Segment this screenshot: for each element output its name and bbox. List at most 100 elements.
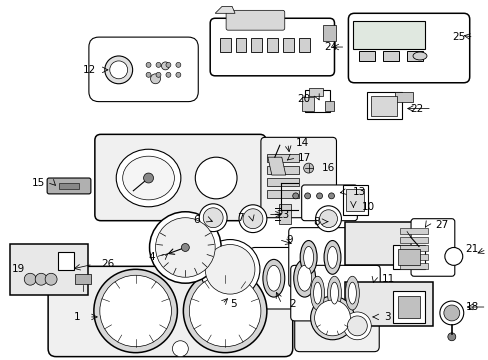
Circle shape [156, 72, 161, 77]
Circle shape [45, 273, 57, 285]
Circle shape [156, 62, 161, 67]
Text: 13: 13 [352, 187, 365, 197]
Text: 4: 4 [148, 252, 155, 262]
Bar [301, 96, 313, 111]
Text: 22: 22 [410, 104, 423, 113]
Bar [299, 38, 309, 52]
Text: 1: 1 [74, 312, 81, 322]
Ellipse shape [345, 276, 359, 310]
FancyBboxPatch shape [290, 265, 380, 321]
Text: 24: 24 [324, 42, 337, 52]
Ellipse shape [327, 276, 341, 310]
Bar [75, 274, 91, 284]
Bar [235, 38, 246, 52]
Text: 14: 14 [295, 138, 308, 148]
Text: 26: 26 [101, 259, 114, 269]
Circle shape [444, 247, 462, 265]
Bar [266, 166, 298, 174]
FancyBboxPatch shape [89, 37, 198, 102]
Bar [399, 237, 427, 243]
Bar [219, 38, 230, 52]
Bar [397, 249, 419, 265]
FancyBboxPatch shape [47, 178, 91, 194]
Bar [397, 296, 419, 318]
Circle shape [343, 312, 370, 340]
Circle shape [189, 275, 261, 347]
Ellipse shape [313, 282, 321, 304]
Circle shape [165, 72, 171, 77]
Bar [58, 252, 74, 270]
Circle shape [328, 193, 334, 199]
FancyBboxPatch shape [95, 134, 265, 221]
Circle shape [100, 275, 171, 347]
Bar [10, 243, 88, 295]
Circle shape [146, 62, 151, 67]
Bar [399, 255, 427, 260]
Circle shape [155, 218, 215, 277]
Circle shape [165, 62, 171, 67]
Circle shape [314, 300, 350, 336]
Ellipse shape [195, 157, 237, 199]
Text: 2: 2 [289, 299, 296, 309]
FancyBboxPatch shape [249, 247, 327, 309]
Ellipse shape [347, 282, 356, 304]
Ellipse shape [300, 240, 316, 274]
Bar [266, 190, 298, 198]
Circle shape [439, 301, 463, 325]
Text: 18: 18 [465, 302, 478, 312]
Bar [392, 291, 424, 323]
Text: 7: 7 [237, 213, 244, 223]
Circle shape [319, 210, 337, 228]
Ellipse shape [327, 247, 337, 268]
Ellipse shape [412, 52, 426, 60]
Bar [353, 21, 424, 49]
Circle shape [346, 316, 366, 336]
Circle shape [104, 56, 132, 84]
Bar [278, 204, 290, 224]
Ellipse shape [122, 156, 174, 200]
Text: 16: 16 [321, 163, 334, 173]
Circle shape [316, 193, 322, 199]
Text: 15: 15 [32, 178, 45, 188]
Circle shape [304, 193, 310, 199]
Ellipse shape [310, 276, 324, 310]
Text: 17: 17 [297, 153, 310, 163]
Bar [399, 264, 427, 269]
Bar [359, 51, 374, 61]
Circle shape [243, 209, 263, 229]
Circle shape [176, 62, 181, 67]
Circle shape [146, 72, 151, 77]
Bar [324, 100, 334, 111]
Bar [251, 38, 262, 52]
Circle shape [172, 341, 188, 357]
Bar [392, 246, 424, 269]
Bar [383, 51, 398, 61]
Circle shape [310, 296, 354, 340]
Bar [399, 228, 427, 234]
Circle shape [176, 72, 181, 77]
Circle shape [183, 269, 266, 353]
Circle shape [109, 61, 127, 79]
FancyBboxPatch shape [347, 13, 469, 83]
FancyBboxPatch shape [410, 219, 454, 276]
Circle shape [150, 74, 160, 84]
Bar [399, 246, 427, 251]
Text: 6: 6 [193, 215, 200, 225]
Text: 25: 25 [451, 32, 465, 42]
Bar [370, 96, 396, 116]
Circle shape [292, 193, 298, 199]
Bar [266, 154, 298, 162]
Ellipse shape [116, 149, 181, 207]
Ellipse shape [330, 282, 338, 304]
Circle shape [205, 244, 254, 294]
Circle shape [199, 204, 226, 231]
Text: 21: 21 [465, 244, 478, 255]
Polygon shape [267, 157, 285, 175]
Bar [345, 282, 432, 326]
Bar [59, 183, 79, 189]
Bar [308, 88, 322, 96]
Circle shape [35, 273, 47, 285]
Circle shape [161, 62, 169, 70]
Text: 3: 3 [384, 312, 390, 322]
Text: 20: 20 [297, 94, 310, 104]
